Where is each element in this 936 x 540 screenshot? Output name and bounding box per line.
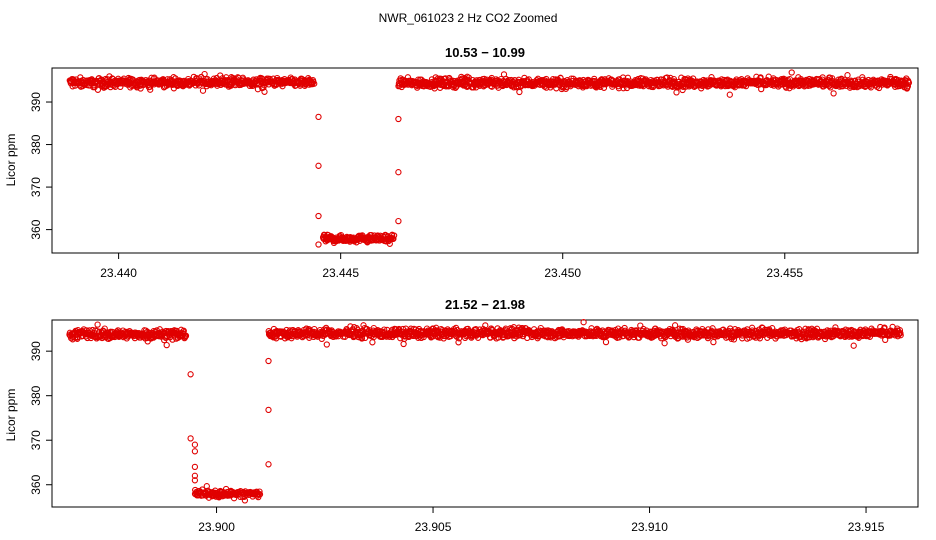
data-point: [516, 88, 523, 96]
data-point: [730, 336, 738, 343]
y-tick-label: 360: [29, 474, 43, 494]
x-tick-label: 23.445: [322, 266, 359, 280]
data-point: [390, 235, 397, 242]
data-point: [597, 83, 604, 91]
panel-top-frame: [51, 67, 919, 254]
data-point: [661, 340, 668, 347]
data-point: [265, 357, 272, 365]
data-point: [315, 212, 322, 220]
data-point: [315, 113, 322, 121]
panel-top: 10.53 − 10.99 Licor ppm 23.440 23.445 23.4…: [4, 45, 919, 280]
data-point: [882, 336, 889, 344]
data-point: [191, 463, 199, 471]
data-point: [94, 86, 102, 93]
panel-top-ylabel: Licor ppm: [4, 134, 18, 187]
data-point: [315, 241, 322, 248]
y-tick-label: 370: [29, 430, 43, 450]
data-point: [897, 332, 904, 339]
data-point: [169, 336, 176, 343]
data-point: [455, 339, 462, 346]
x-tick-label: 23.455: [766, 266, 803, 280]
data-point: [390, 232, 398, 239]
panel-top-points: [66, 69, 913, 248]
data-point: [199, 87, 207, 94]
data-point: [98, 334, 106, 342]
data-point: [788, 69, 795, 76]
y-tick-label: 380: [29, 134, 43, 154]
data-point: [256, 491, 264, 498]
data-point: [850, 342, 857, 349]
data-point: [191, 472, 199, 479]
data-point: [726, 91, 733, 98]
data-point: [201, 70, 208, 78]
panel-bottom: 21.52 − 21.98 Licor ppm 23.900 23.905 23.9…: [4, 297, 919, 534]
data-point: [318, 335, 325, 343]
data-point: [637, 322, 644, 329]
data-point: [442, 75, 449, 82]
data-point: [94, 321, 101, 328]
x-tick-label: 23.900: [198, 520, 235, 534]
panel-top-axes: 23.440 23.445 23.450 23.455 360 370 380 390: [29, 92, 803, 280]
data-point: [369, 339, 376, 346]
data-point: [670, 75, 678, 83]
data-point: [602, 338, 610, 346]
x-tick-label: 23.905: [415, 520, 452, 534]
data-point: [905, 79, 913, 86]
x-tick-label: 23.910: [631, 520, 668, 534]
data-point: [315, 162, 322, 169]
y-tick-label: 390: [29, 92, 43, 112]
y-tick-label: 380: [29, 385, 43, 405]
data-point: [400, 340, 407, 348]
data-point: [671, 322, 679, 329]
figure-title: NWR_061023 2 Hz CO2 Zoomed: [379, 11, 558, 25]
data-point: [580, 319, 587, 326]
data-point: [187, 435, 194, 442]
data-point: [600, 84, 608, 91]
panel-bottom-ylabel: Licor ppm: [4, 389, 18, 442]
panel-bottom-points: [66, 319, 904, 504]
data-point: [710, 338, 717, 346]
data-point: [182, 332, 190, 339]
panel-bottom-axes: 23.900 23.905 23.910 23.915 360 370 380 390: [29, 341, 885, 534]
data-point: [482, 322, 489, 329]
x-tick-label: 23.915: [848, 520, 885, 534]
data-point: [830, 90, 837, 97]
data-point: [261, 88, 268, 95]
data-point: [256, 488, 263, 495]
data-point: [395, 169, 402, 176]
data-point: [323, 341, 330, 348]
data-point: [265, 461, 272, 468]
data-point: [395, 217, 402, 225]
data-point: [311, 80, 318, 87]
data-point: [147, 86, 154, 93]
data-point: [241, 497, 249, 504]
x-tick-label: 23.450: [544, 266, 581, 280]
y-tick-label: 390: [29, 341, 43, 361]
data-point: [187, 371, 194, 378]
data-point: [386, 240, 393, 247]
panel-bottom-title: 21.52 − 21.98: [445, 297, 525, 312]
data-point: [163, 341, 170, 349]
y-tick-label: 370: [29, 177, 43, 197]
x-tick-label: 23.440: [100, 266, 137, 280]
panel-bottom-frame: [51, 319, 919, 508]
y-tick-label: 360: [29, 219, 43, 239]
data-point: [191, 477, 199, 484]
data-point: [191, 448, 199, 455]
data-point: [191, 441, 199, 448]
data-point: [844, 72, 851, 79]
data-point: [265, 406, 272, 414]
data-point: [395, 115, 402, 123]
panel-top-title: 10.53 − 10.99: [445, 45, 525, 60]
data-point: [673, 89, 680, 96]
